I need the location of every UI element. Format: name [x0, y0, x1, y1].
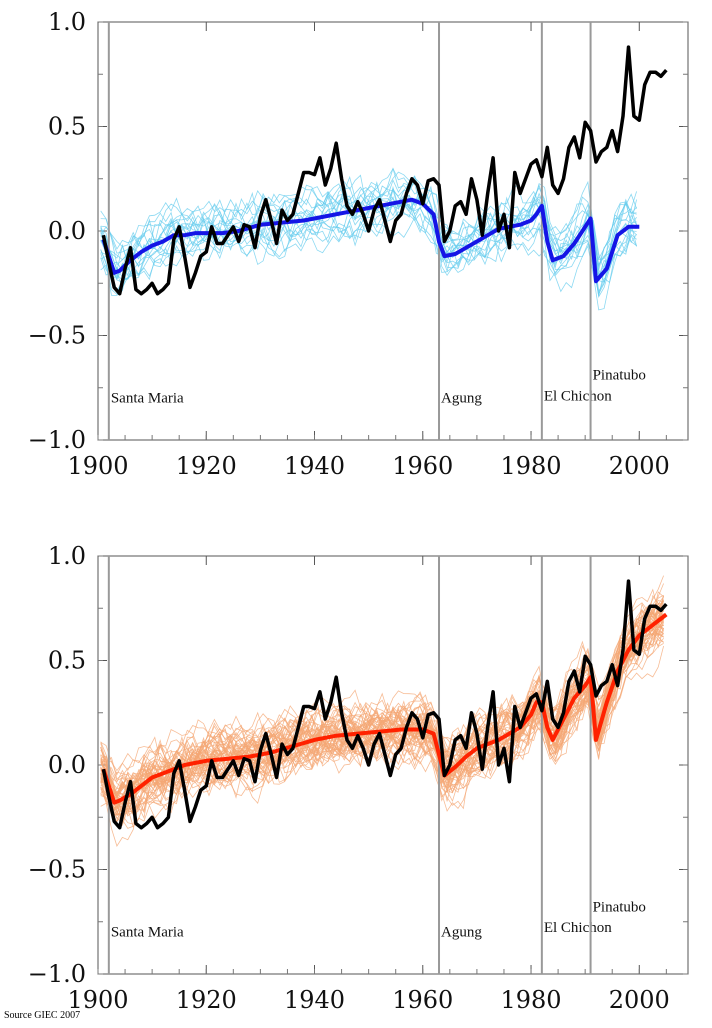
- ensemble-run-line: [100, 182, 637, 271]
- ensemble-run-line: [100, 180, 637, 267]
- y-tick-label: 0.0: [48, 217, 86, 245]
- ensemble-run-line: [100, 167, 637, 272]
- y-tick-label: 0.5: [48, 113, 86, 141]
- x-tick-label: 1920: [176, 986, 237, 1014]
- eruption-label: Santa Maria: [111, 924, 184, 940]
- observed-temperature-line: [101, 45, 668, 296]
- y-tick-label: 1.0: [48, 8, 86, 36]
- observed-temperature-line: [101, 579, 668, 830]
- ensemble-runs: [100, 575, 664, 847]
- y-tick-label: −1.0: [28, 960, 86, 988]
- x-tick-label: 1960: [392, 452, 453, 480]
- ensemble-run-line: [100, 616, 664, 772]
- x-tick-label: 1980: [500, 452, 561, 480]
- eruption-label: Pinatubo: [593, 899, 646, 915]
- ensemble-run-line: [100, 607, 664, 795]
- x-tick-label: 2000: [609, 986, 670, 1014]
- x-tick-label: 1900: [67, 452, 128, 480]
- y-tick-label: 1.0: [48, 542, 86, 570]
- y-tick-label: −0.5: [28, 322, 86, 350]
- ensemble-run-line: [100, 625, 664, 829]
- ensemble-run-line: [100, 631, 664, 847]
- y-tick-label: −1.0: [28, 426, 86, 454]
- source-note: Source GIEC 2007: [4, 1010, 81, 1021]
- x-tick-label: 2000: [609, 452, 670, 480]
- eruption-label: El Chichon: [544, 920, 612, 936]
- eruption-label: El Chichon: [544, 388, 612, 404]
- x-tick-label: 1900: [67, 986, 128, 1014]
- model-mean-line: [101, 197, 640, 284]
- model-mean-line: [101, 612, 668, 805]
- x-tick-label: 1940: [284, 452, 345, 480]
- x-tick-label: 1940: [284, 986, 345, 1014]
- ensemble-run-line: [100, 610, 664, 807]
- y-tick-label: 0.0: [48, 751, 86, 779]
- eruption-label: Agung: [441, 924, 482, 940]
- eruption-label: Agung: [441, 390, 482, 406]
- y-tick-label: 0.5: [48, 647, 86, 675]
- x-tick-label: 1960: [392, 986, 453, 1014]
- eruption-label: Santa Maria: [111, 390, 184, 406]
- eruption-label: Pinatubo: [593, 367, 646, 383]
- x-tick-label: 1920: [176, 452, 237, 480]
- y-tick-label: −0.5: [28, 856, 86, 884]
- x-tick-label: 1980: [500, 986, 561, 1014]
